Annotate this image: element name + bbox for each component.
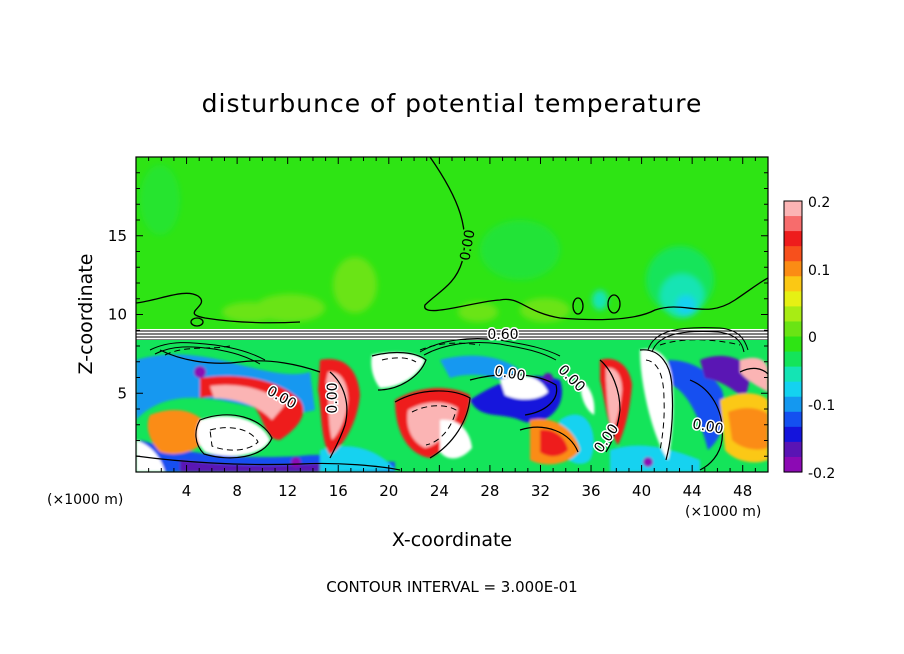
y-tick-label: 15 — [108, 227, 127, 245]
colorbar-frame — [783, 200, 803, 473]
y-axis-label: Z-coordinate — [75, 254, 97, 375]
colorbar-tick-label: -0.2 — [808, 466, 835, 482]
y-axis: 5 10 15 — [108, 227, 127, 403]
contour-label: 0.00 — [691, 416, 724, 437]
upper-layer-shading — [140, 165, 714, 322]
tick-marks — [136, 157, 768, 472]
plot-area — [136, 157, 768, 472]
x-tick-label: 20 — [379, 482, 398, 500]
colorbar-swatch — [784, 351, 802, 368]
x-unit-left: (×1000 m) — [47, 492, 123, 508]
contour-interval-note: CONTOUR INTERVAL = 3.000E-01 — [326, 578, 577, 596]
x-tick-label: 32 — [531, 482, 550, 500]
x-axis-label: X-coordinate — [392, 529, 512, 551]
x-tick-label: 12 — [278, 482, 297, 500]
contour-label: 0.00 — [325, 382, 341, 413]
colorbar-swatch — [784, 276, 802, 292]
colorbar-swatch — [784, 231, 802, 247]
colorbar-swatch — [784, 441, 802, 458]
colorbar-tick-label: 0 — [808, 330, 817, 346]
colorbar-swatch — [784, 246, 802, 262]
x-tick-label: 8 — [232, 482, 242, 500]
colorbar-swatch — [784, 381, 802, 398]
colorbar-swatch — [784, 201, 802, 217]
colorbar-swatch — [784, 216, 802, 232]
x-tick-label: 48 — [733, 482, 752, 500]
colorbar-swatch — [784, 426, 802, 443]
chart-title: disturbunce of potential temperature — [202, 89, 703, 118]
y-tick-label: 10 — [108, 306, 127, 324]
x-tick-label: 4 — [182, 482, 192, 500]
x-tick-label: 16 — [329, 482, 348, 500]
colorbar: 0.2 0.1 0 -0.1 -0.2 — [783, 195, 835, 482]
colorbar-swatch — [784, 366, 802, 383]
dense-contour-caps — [149, 327, 749, 365]
colorbar-swatch — [784, 411, 802, 428]
x-unit-right: (×1000 m) — [685, 504, 761, 520]
lower-layer — [136, 340, 768, 472]
colorbar-swatch — [784, 291, 802, 307]
upper-contours — [136, 157, 768, 327]
colorbar-swatch — [784, 396, 802, 413]
contour-label: 0.60 — [487, 327, 518, 343]
colorbar-tick-label: 0.2 — [808, 195, 830, 211]
y-tick-label: 5 — [117, 384, 127, 402]
colorbar-tick-label: -0.1 — [808, 398, 835, 414]
colorbar-swatch — [784, 336, 802, 353]
x-tick-label: 40 — [632, 482, 651, 500]
x-tick-label: 28 — [480, 482, 499, 500]
colorbar-swatch — [784, 456, 802, 473]
colorbar-swatch — [784, 261, 802, 277]
colorbar-swatch — [784, 306, 802, 323]
colorbar-swatch — [784, 321, 802, 338]
x-tick-label: 44 — [683, 482, 702, 500]
colorbar-tick-label: 0.1 — [808, 263, 830, 279]
x-tick-label: 24 — [430, 482, 449, 500]
x-axis: 4 8 12 16 20 24 28 32 36 40 44 48 — [182, 482, 752, 500]
x-tick-label: 36 — [581, 482, 600, 500]
